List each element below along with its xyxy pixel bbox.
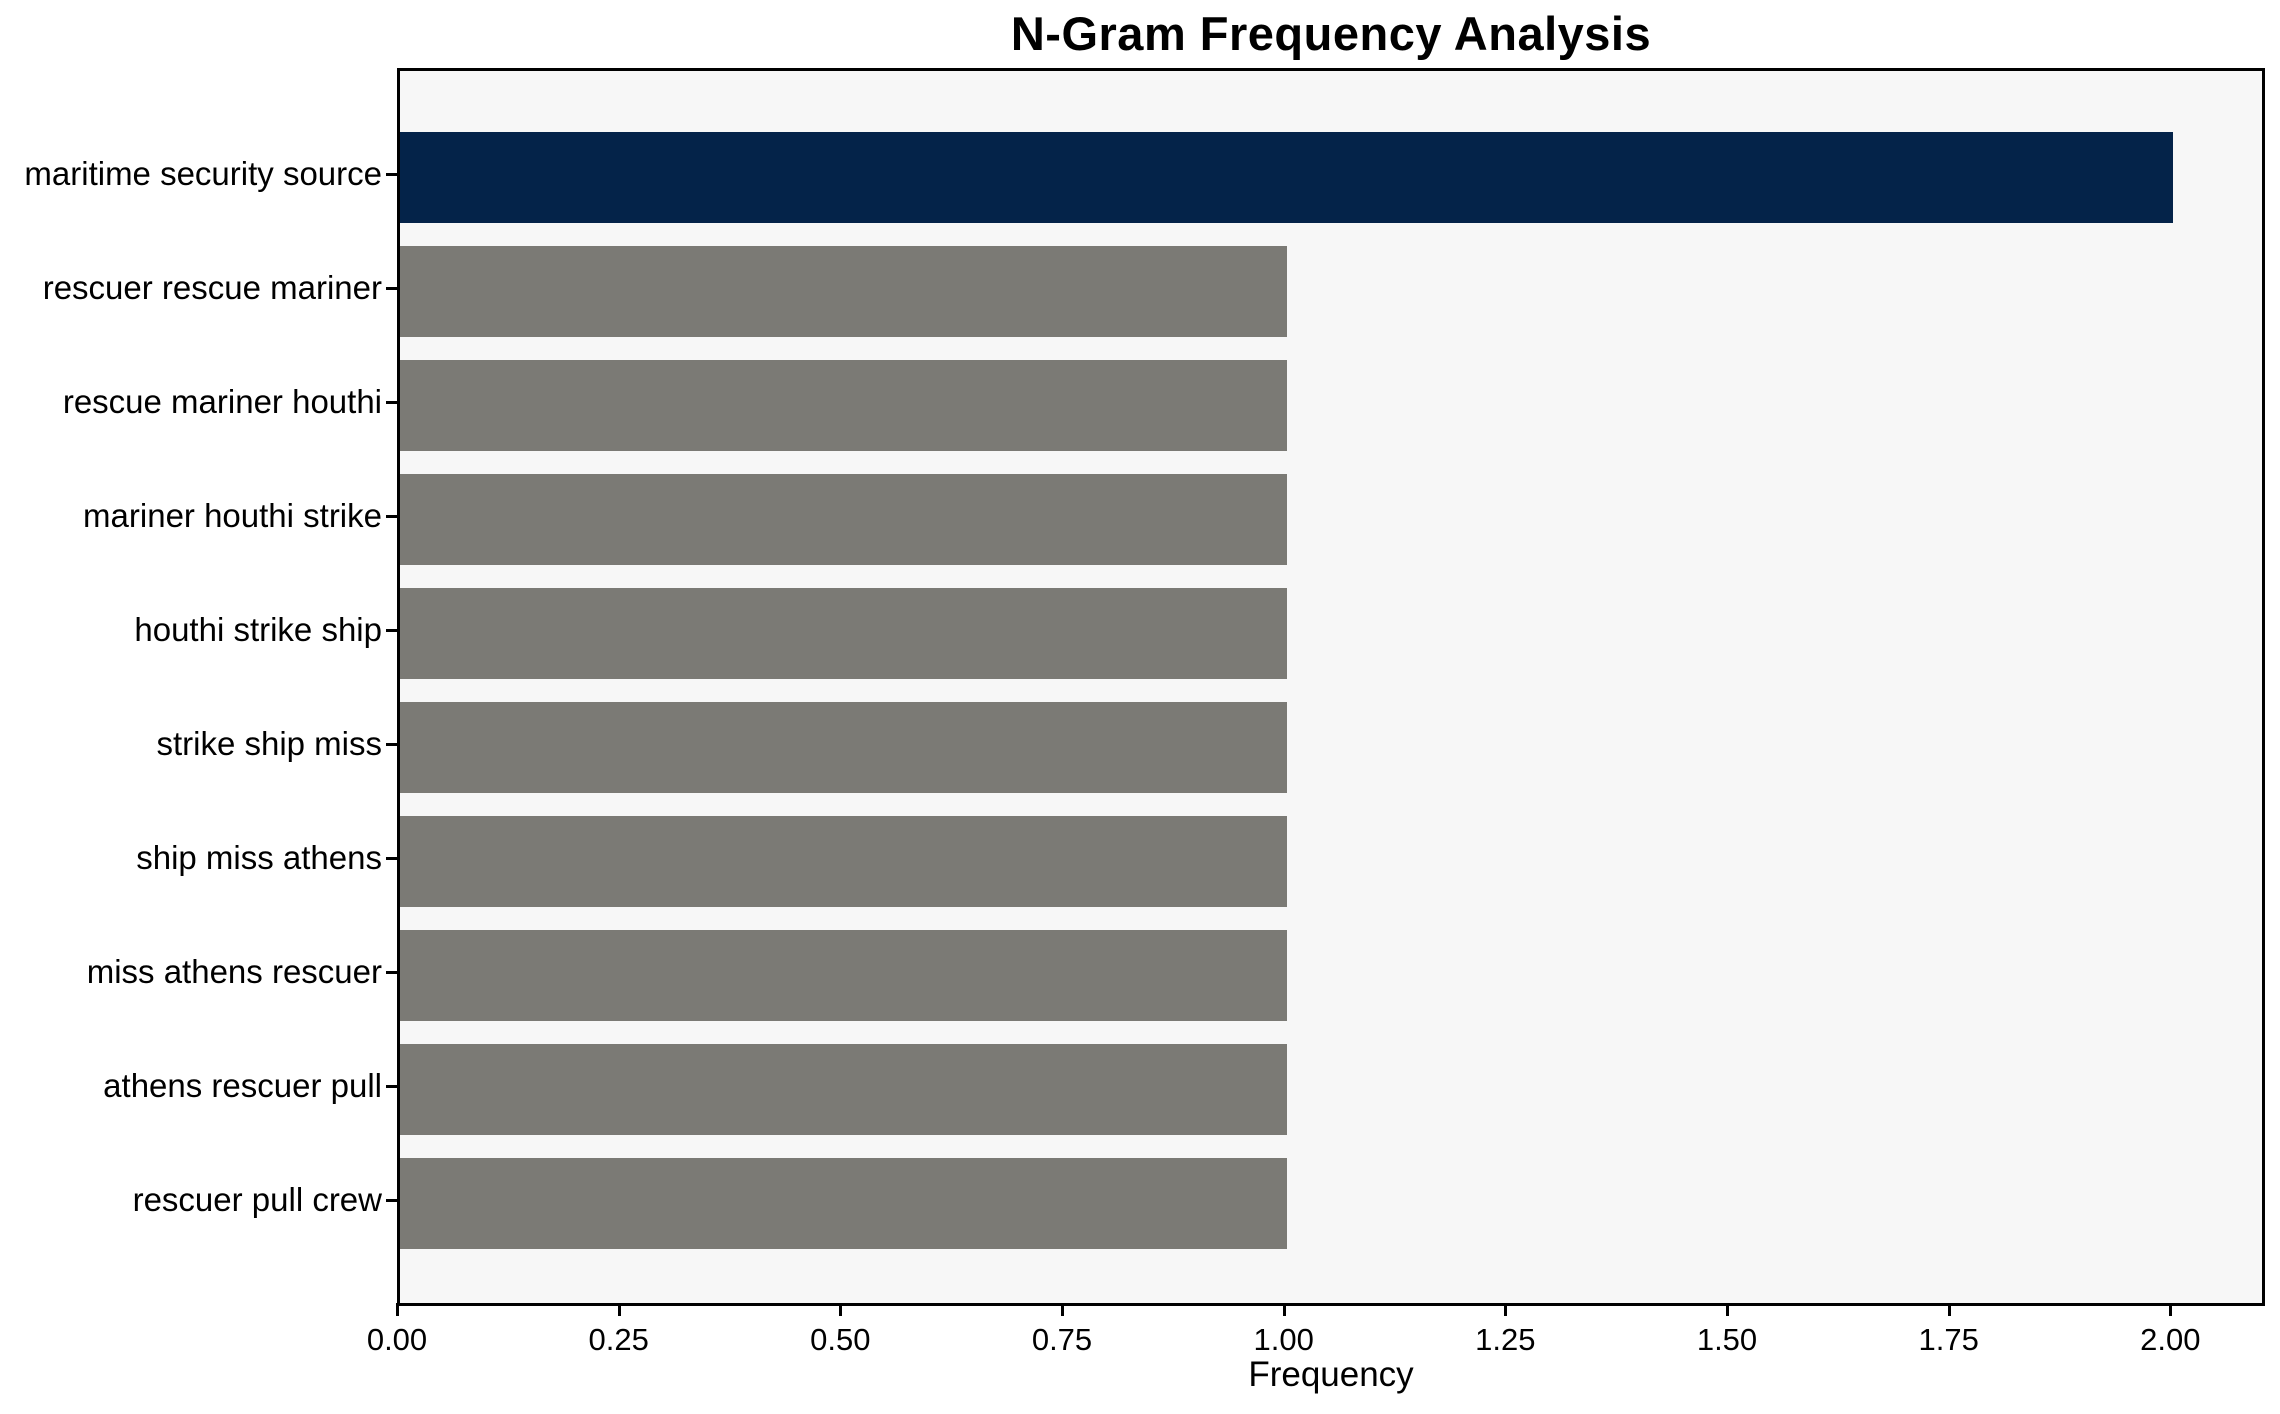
y-tick-label: athens rescuer pull (103, 1067, 382, 1104)
x-tick-label: 0.25 (588, 1322, 649, 1357)
x-tick-mark (2169, 1303, 2173, 1316)
bar (400, 473, 1287, 565)
y-tick-mark (386, 629, 397, 632)
x-tick-label: 1.75 (1918, 1322, 1979, 1357)
bar (400, 701, 1287, 793)
bar (400, 1043, 1287, 1135)
y-tick-mark (386, 743, 397, 746)
x-tick-mark (1726, 1303, 1729, 1316)
plot-area (400, 71, 2262, 1303)
y-tick-mark (386, 1199, 397, 1202)
x-tick-label: 0.00 (366, 1322, 428, 1357)
chart-title: N-Gram Frequency Analysis (1010, 7, 1652, 60)
bar (400, 359, 1287, 451)
bar (400, 587, 1287, 679)
bar (400, 131, 2173, 223)
y-tick-label: houthi strike ship (134, 611, 382, 648)
y-tick-mark (386, 173, 397, 176)
y-tick-label: ship miss athens (136, 839, 382, 876)
y-tick-mark (386, 971, 397, 974)
x-tick-label: 0.50 (810, 1322, 871, 1357)
bar (400, 245, 1287, 337)
bar (400, 929, 1287, 1021)
y-tick-label: miss athens rescuer (86, 953, 382, 990)
y-tick-label: maritime security source (24, 155, 382, 192)
y-tick-mark (386, 857, 397, 860)
bar (400, 815, 1287, 907)
y-tick-mark (386, 401, 397, 404)
x-tick-label: 2.00 (2140, 1322, 2201, 1357)
x-tick-mark (1947, 1303, 1951, 1316)
y-tick-label: rescuer pull crew (132, 1181, 382, 1218)
x-tick-label: 1.00 (1253, 1322, 1314, 1357)
x-tick-mark (1282, 1303, 1286, 1316)
x-tick-label: 1.25 (1475, 1322, 1536, 1357)
x-tick-mark (396, 1303, 399, 1316)
y-tick-mark (386, 1085, 397, 1088)
y-tick-label: strike ship miss (156, 725, 382, 762)
x-tick-label: 1.50 (1696, 1322, 1758, 1357)
x-tick-mark (1061, 1303, 1064, 1316)
y-tick-label: mariner houthi strike (83, 497, 382, 534)
x-tick-label: 0.75 (1031, 1322, 1093, 1357)
y-tick-label: rescue mariner houthi (62, 383, 382, 420)
y-tick-mark (386, 515, 397, 518)
y-tick-mark (386, 287, 397, 290)
x-axis-title: Frequency (1248, 1355, 1414, 1394)
y-tick-label: rescuer rescue mariner (42, 269, 382, 306)
x-tick-mark (839, 1303, 843, 1316)
x-tick-mark (1504, 1303, 1508, 1316)
x-tick-mark (617, 1303, 621, 1316)
bar (400, 1157, 1287, 1249)
